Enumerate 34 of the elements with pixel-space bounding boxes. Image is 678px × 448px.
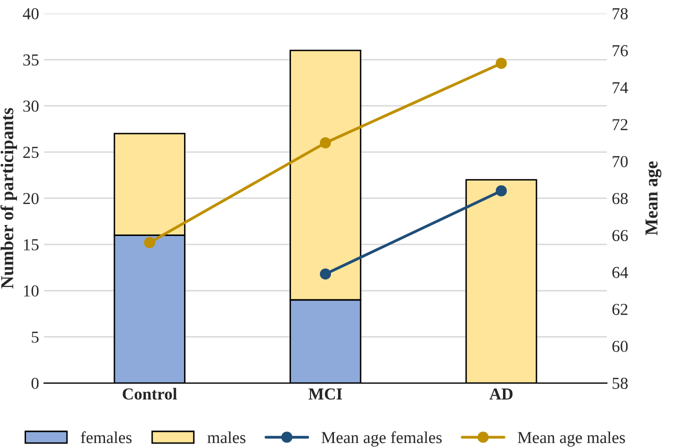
y2-tick-label: 68	[612, 192, 628, 204]
legend-label: males	[207, 431, 246, 444]
y2-tick-label: 58	[612, 378, 628, 389]
y2-tick-label: 64	[612, 266, 628, 278]
y2-axis-title: Mean age	[646, 161, 662, 236]
x-tick-label: MCI	[308, 388, 342, 400]
legend-label: Mean age males	[518, 431, 625, 447]
point	[320, 268, 331, 280]
y-tick-label: 15	[24, 239, 39, 250]
y2-tick-label: 60	[612, 340, 628, 352]
y-tick-label: 25	[23, 146, 39, 158]
legend-label: Mean age females	[322, 431, 442, 447]
point	[496, 58, 507, 69]
point	[496, 185, 507, 196]
y2-tick-label: 74	[612, 82, 628, 94]
y-tick-label: 40	[22, 8, 39, 20]
y2-tick-label: 76	[612, 45, 628, 56]
y2-tick-label: 66	[612, 230, 628, 242]
legend-label: females	[80, 431, 132, 444]
point	[144, 237, 156, 248]
y-axis-title: Number of participants	[0, 108, 17, 289]
y2-tick-label: 78	[612, 8, 628, 20]
y2-tick-label: 62	[612, 304, 628, 316]
y-tick-label: 5	[32, 332, 39, 343]
y2-tick-label: 72	[612, 119, 628, 130]
x-tick-label: Control	[122, 388, 177, 400]
y-tick-label: 35	[23, 54, 39, 66]
y2-tick-label: 70	[612, 156, 628, 168]
y-tick-label: 10	[24, 285, 39, 297]
y-tick-label: 20	[23, 192, 39, 204]
y-tick-label: 30	[23, 100, 39, 112]
y-tick-label: 0	[32, 378, 39, 389]
x-tick-label: AD	[489, 388, 513, 400]
point	[320, 137, 331, 148]
